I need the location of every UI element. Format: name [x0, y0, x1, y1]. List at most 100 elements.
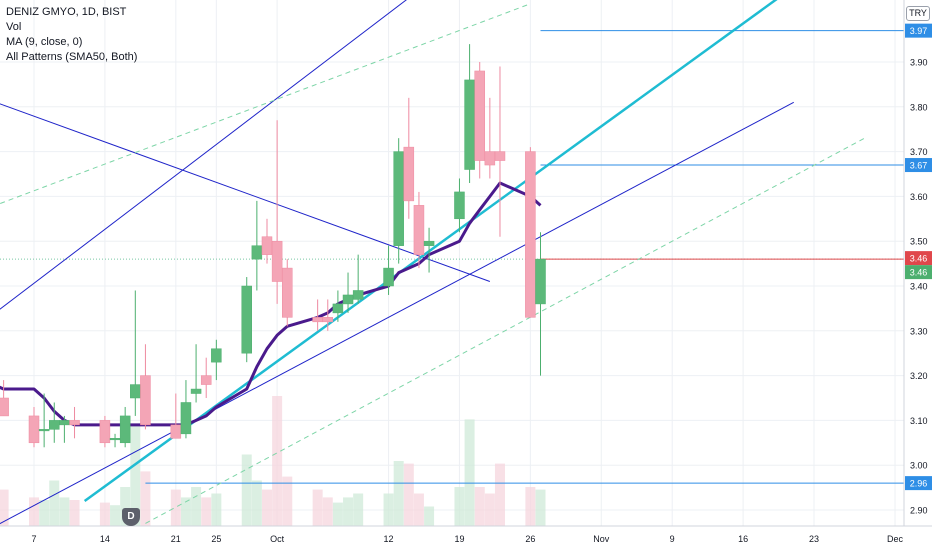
- candle-body: [282, 267, 293, 318]
- x-tick-label: 14: [100, 534, 110, 544]
- volume-bar: [191, 487, 202, 526]
- candle-body: [332, 303, 344, 314]
- volume-bar: [140, 471, 151, 526]
- candle: [535, 232, 546, 376]
- candle-body: [109, 438, 121, 441]
- level-price-label: 3.67: [910, 161, 928, 171]
- volume-bar: [130, 424, 141, 526]
- candle: [190, 344, 202, 403]
- candle: [0, 380, 9, 417]
- volume-bar: [59, 497, 70, 526]
- candle-body: [342, 294, 354, 305]
- volume-bar: [211, 493, 222, 526]
- volume-bar: [251, 480, 262, 526]
- volume-bar: [0, 489, 9, 526]
- candle-body: [494, 151, 506, 161]
- candle: [282, 259, 293, 327]
- candle-body: [403, 146, 415, 202]
- level-price-label-bg: [905, 23, 932, 38]
- candle-body: [251, 245, 263, 260]
- trendline: [0, 0, 407, 310]
- candle: [383, 245, 394, 295]
- y-tick-label: 3.80: [910, 102, 928, 112]
- candle: [170, 393, 182, 439]
- volume-bar: [272, 396, 283, 526]
- volume-bar: [424, 506, 435, 526]
- candle-body: [49, 420, 60, 430]
- volume-bar: [69, 500, 80, 526]
- volume-bar: [29, 497, 39, 526]
- candle-body: [312, 317, 323, 323]
- last-price-label-bg: [905, 251, 932, 266]
- x-tick-label: 21: [171, 534, 181, 544]
- candle-body: [119, 415, 131, 444]
- trendline: [0, 103, 491, 282]
- axis-labels: 2.90 3.00 3.10 3.20 3.30 3.40 3.50 3.60 3.70 3.80…: [31, 23, 932, 544]
- candle-body: [525, 151, 536, 318]
- x-tick-label: 12: [384, 534, 394, 544]
- level-price-label-bg: [905, 476, 932, 491]
- candle-body: [393, 151, 404, 246]
- candle: [261, 218, 273, 264]
- candle: [211, 339, 222, 381]
- candle: [180, 380, 192, 439]
- candle-body: [69, 420, 80, 426]
- volume-bars: [0, 396, 546, 526]
- candle: [332, 290, 344, 322]
- y-tick-label: 3.50: [910, 237, 928, 247]
- volume-bar: [322, 497, 333, 526]
- candle: [28, 406, 40, 448]
- candle: [393, 138, 404, 264]
- candle-body: [413, 205, 425, 255]
- legend-volume[interactable]: Vol: [6, 21, 22, 33]
- candle-body: [322, 317, 334, 323]
- volume-bar: [312, 489, 323, 526]
- y-tick-label: 3.10: [910, 416, 928, 426]
- volume-bar: [110, 505, 121, 526]
- candle-body: [170, 424, 182, 439]
- y-tick-label: 3.30: [910, 326, 928, 336]
- candle-body: [484, 151, 496, 166]
- candle-body: [190, 388, 202, 394]
- volume-bar: [49, 480, 60, 526]
- volume-bar: [39, 500, 50, 526]
- legend-symbol[interactable]: DENIZ GMYO, 1D, BIST: [6, 6, 127, 18]
- y-tick-label: 3.70: [910, 147, 928, 157]
- legend-patterns[interactable]: All Patterns (SMA50, Both): [6, 51, 138, 63]
- x-tick-label: 25: [211, 534, 221, 544]
- horizontal-levels: [0, 30, 904, 484]
- level-price-label: 2.96: [910, 479, 928, 489]
- volume-bar: [99, 502, 110, 526]
- candle: [322, 299, 334, 331]
- candle: [484, 97, 496, 179]
- volume-bar: [454, 487, 465, 526]
- x-tick-label: 7: [31, 534, 36, 544]
- last-price-label: 3.46: [910, 254, 928, 264]
- candle: [403, 97, 415, 219]
- legend-ma[interactable]: MA (9, close, 0): [6, 36, 83, 48]
- y-tick-label: 2.90: [910, 506, 928, 516]
- candle: [494, 66, 506, 237]
- trendline: [145, 137, 865, 524]
- ma-price-label: 3.46: [910, 268, 928, 278]
- candle: [99, 415, 111, 448]
- candle-body: [59, 420, 70, 426]
- candle-body: [474, 70, 485, 161]
- volume-bar: [403, 463, 414, 526]
- candle-body: [140, 375, 151, 426]
- candle: [352, 254, 364, 304]
- currency-button[interactable]: TRY: [906, 6, 930, 21]
- volume-bar: [343, 497, 354, 526]
- x-tick-label: 26: [525, 534, 535, 544]
- candle: [525, 147, 536, 318]
- time-axis-bg: [0, 526, 932, 550]
- x-tick-label: 16: [738, 534, 748, 544]
- candle-body: [454, 191, 465, 220]
- dividend-event-badge[interactable]: D: [122, 508, 140, 526]
- candles: [0, 44, 546, 448]
- volume-bar: [180, 497, 191, 526]
- candle: [200, 357, 212, 398]
- trendline: [83, 0, 778, 503]
